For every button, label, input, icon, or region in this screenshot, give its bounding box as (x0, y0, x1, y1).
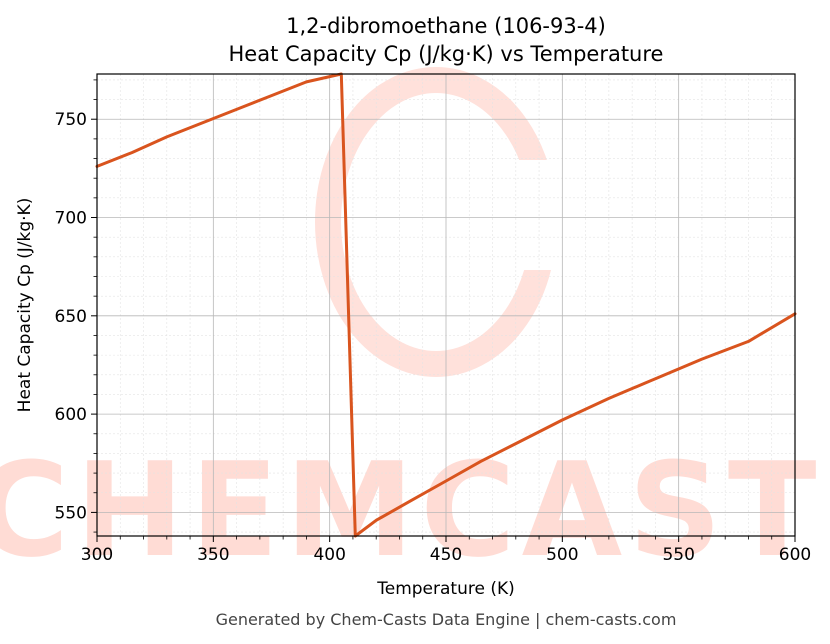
footer-credit: Generated by Chem-Casts Data Engine | ch… (216, 610, 677, 629)
chart-title: 1,2-dibromoethane (106-93-4) (286, 14, 606, 38)
x-tick-label: 550 (662, 545, 694, 565)
watermark-text: CHEMCASTS (0, 434, 830, 586)
x-tick-label: 450 (430, 545, 462, 565)
x-axis-ticks: 300 350 400 450 500 550 600 (81, 536, 811, 565)
y-tick-label: 550 (55, 503, 87, 523)
x-tick-label: 350 (197, 545, 229, 565)
y-tick-label: 750 (55, 110, 87, 130)
series-line (95, 72, 797, 538)
y-tick-label: 650 (55, 307, 87, 327)
y-tick-label: 600 (55, 405, 87, 425)
x-tick-label: 500 (546, 545, 578, 565)
y-axis-label: Heat Capacity Cp (J/kg·K) (15, 198, 35, 413)
x-tick-label: 400 (313, 545, 345, 565)
chart-subtitle: Heat Capacity Cp (J/kg·K) vs Temperature (229, 42, 664, 66)
x-tick-label: 600 (779, 545, 811, 565)
y-tick-label: 700 (55, 209, 87, 229)
watermark: CHEMCASTS (0, 67, 830, 586)
y-axis-ticks: 550 600 650 700 750 (55, 79, 97, 533)
watermark-logo (315, 67, 570, 377)
x-axis-label: Temperature (K) (376, 579, 515, 599)
series-layer (95, 72, 797, 538)
x-tick-label: 300 (81, 545, 113, 565)
